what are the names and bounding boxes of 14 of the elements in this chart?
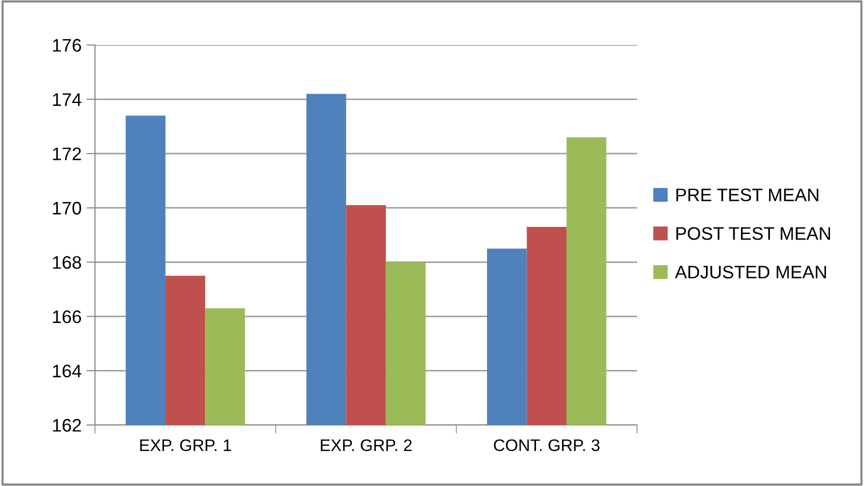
x-tick-label: EXP. GRP. 2 (320, 439, 412, 452)
x-tick-label: EXP. GRP. 1 (140, 439, 232, 452)
y-tick-label: 174 (53, 93, 82, 106)
legend-label: PRE TEST MEAN (676, 188, 818, 202)
y-tick-label: 168 (53, 256, 82, 269)
legend-label: POST TEST MEAN (676, 227, 830, 240)
y-tick-label: 172 (53, 148, 81, 160)
y-tick-label: 164 (53, 364, 82, 378)
y-tick-label: 162 (53, 418, 81, 432)
legend-label: ADJUSTED MEAN (674, 266, 826, 278)
x-tick-label: CONT. GRP. 3 (494, 439, 600, 452)
y-tick-label: 176 (53, 38, 82, 52)
y-tick-label: 170 (53, 202, 82, 215)
y-tick-label: 166 (53, 310, 82, 324)
